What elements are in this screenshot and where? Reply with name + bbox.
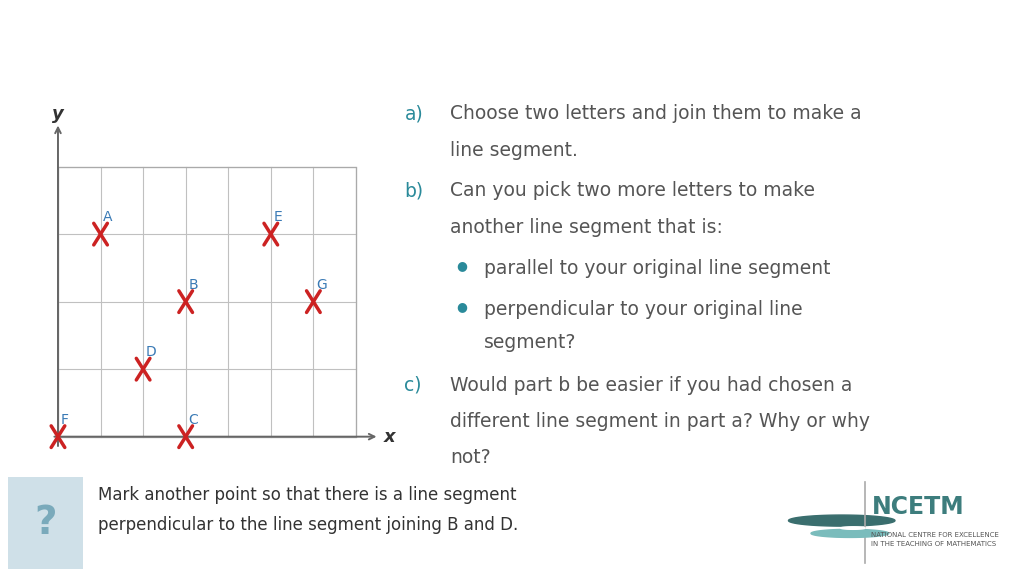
- Text: another line segment that is:: another line segment that is:: [451, 218, 723, 237]
- Text: NATIONAL CENTRE FOR EXCELLENCE
IN THE TEACHING OF MATHEMATICS: NATIONAL CENTRE FOR EXCELLENCE IN THE TE…: [871, 532, 999, 547]
- FancyBboxPatch shape: [8, 477, 83, 569]
- Text: not?: not?: [451, 448, 490, 467]
- Text: c): c): [404, 376, 422, 395]
- Text: b): b): [404, 181, 424, 200]
- Text: Would part b be easier if you had chosen a: Would part b be easier if you had chosen…: [451, 376, 853, 395]
- Text: different line segment in part a? Why or why: different line segment in part a? Why or…: [451, 412, 870, 431]
- Text: line segment.: line segment.: [451, 141, 579, 160]
- Text: perpendicular to your original line: perpendicular to your original line: [483, 300, 803, 319]
- Text: D: D: [145, 345, 157, 359]
- Text: segment?: segment?: [483, 334, 577, 353]
- Text: a): a): [404, 104, 423, 123]
- Text: C: C: [188, 412, 198, 427]
- Text: NCETM: NCETM: [871, 495, 964, 519]
- Polygon shape: [788, 515, 895, 526]
- Text: G: G: [316, 278, 327, 291]
- Text: parallel to your original line segment: parallel to your original line segment: [483, 259, 830, 278]
- Text: x: x: [384, 427, 395, 446]
- Polygon shape: [841, 527, 865, 529]
- Text: A: A: [103, 210, 113, 224]
- Text: Choose two letters and join them to make a: Choose two letters and join them to make…: [451, 104, 862, 123]
- Text: ?: ?: [35, 504, 56, 541]
- Text: E: E: [273, 210, 282, 224]
- Text: ●: ●: [457, 259, 467, 272]
- Text: ●: ●: [457, 300, 467, 313]
- Text: F: F: [60, 412, 69, 427]
- Text: Can you pick two more letters to make: Can you pick two more letters to make: [451, 181, 815, 200]
- Text: Mark another point so that there is a line segment
perpendicular to the line seg: Mark another point so that there is a li…: [98, 486, 518, 534]
- Text: y: y: [52, 105, 63, 123]
- Polygon shape: [811, 529, 889, 537]
- Text: B: B: [188, 278, 198, 291]
- Text: Checkpoint 5: Line segments: Checkpoint 5: Line segments: [18, 50, 427, 74]
